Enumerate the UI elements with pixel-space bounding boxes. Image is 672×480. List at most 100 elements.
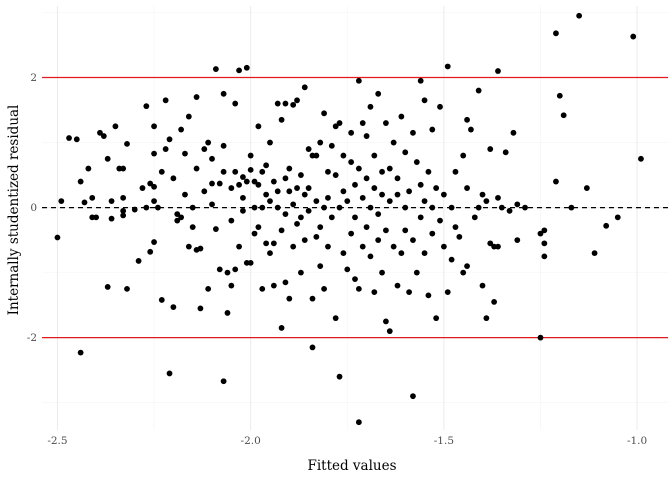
scatter-point [178,214,185,221]
scatter-point [263,162,270,169]
scatter-point [321,204,327,211]
scatter-point [448,256,455,263]
scatter-point [298,269,304,276]
scatter-point [166,370,173,377]
scatter-point [93,214,99,221]
scatter-point [212,66,219,72]
scatter-point [278,227,285,234]
scatter-point [243,178,250,185]
scatter-point [363,224,370,231]
scatter-point [355,165,362,172]
scatter-point [313,198,320,204]
scatter-point [54,234,61,241]
scatter-point [498,204,505,211]
scatter-point [286,165,293,172]
scatter-point [479,282,486,289]
scatter-point [313,233,320,240]
scatter-point [216,180,223,187]
scatter-point [290,243,297,250]
scatter-point [468,126,474,133]
scatter-point [344,198,351,204]
scatter-point [189,204,196,211]
scatter-point [379,168,385,175]
scatter-point [321,285,327,292]
scatter-point [313,152,320,159]
scatter-point [394,191,401,198]
scatter-point [421,198,428,204]
scatter-point [158,168,165,175]
scatter-point [410,393,416,400]
scatter-point [487,146,494,152]
scatter-point [560,112,567,119]
scatter-point [421,250,428,257]
scatter-point [151,150,157,157]
scatter-point [66,135,72,141]
scatter-point [298,172,304,178]
scatter-point [437,103,443,110]
scatter-point [591,250,598,257]
scatter-point [197,245,204,252]
scatter-point [348,230,355,237]
x-axis-title: Fitted values [307,458,396,474]
x-axis-ticks: -2.5 -2.0 -1.5 -1.0 [47,435,647,447]
scatter-point [236,181,242,188]
scatter-point [201,188,208,195]
scatter-point [267,250,273,257]
scatter-point [332,172,339,178]
scatter-point [278,325,285,331]
scatter-point [294,185,300,191]
scatter-point [367,103,374,110]
scatter-point [464,263,470,270]
scatter-point [325,194,331,201]
x-tick-label: -1.0 [627,435,647,447]
scatter-point [440,191,447,198]
scatter-point [375,90,382,97]
scatter-point [398,250,405,257]
scatter-point [371,289,378,296]
scatter-point [158,297,165,303]
scatter-point [124,140,130,147]
scatter-point [340,152,347,159]
scatter-point [236,243,242,250]
scatter-point [228,217,235,224]
scatter-point [510,129,517,136]
scatter-point [603,222,610,229]
scatter-point [282,175,289,182]
scatter-point [301,191,308,198]
scatter-point [309,344,316,351]
scatter-point [336,204,343,211]
scatter-point [100,133,107,139]
scatter-point [270,240,277,247]
scatter-point [182,150,188,157]
scatter-point [155,204,161,211]
scatter-point [267,139,273,146]
scatter-point [452,224,459,231]
scatter-point [317,139,324,146]
scatter-point [282,100,289,107]
scatter-point [270,282,277,289]
scatter-point [456,233,463,240]
scatter-point [359,120,366,126]
scatter-point [514,237,521,244]
scatter-point [433,185,440,191]
scatter-point [352,214,358,221]
y-axis-ticks: -2 0 2 [27,72,37,344]
scatter-point [270,178,277,185]
scatter-point [402,149,409,156]
scatter-point [522,204,528,211]
scatter-point [185,113,192,120]
y-tick-label: -2 [27,332,37,344]
scatter-point [290,101,297,108]
scatter-point [483,315,490,322]
scatter-point [182,191,188,198]
scatter-point [332,315,339,322]
scatter-point [390,243,397,250]
scatter-point [383,318,389,325]
scatter-point [417,77,424,84]
scatter-point [541,253,548,260]
scatter-point [162,146,169,152]
scatter-point [371,185,378,191]
scatter-point [413,269,420,276]
scatter-point [89,194,96,201]
